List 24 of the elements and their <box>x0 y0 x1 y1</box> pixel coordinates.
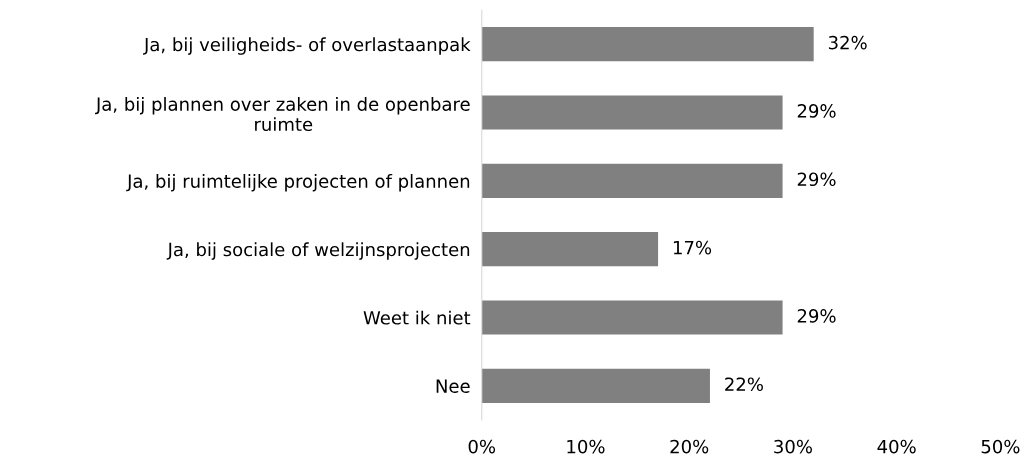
bar <box>481 95 783 130</box>
y-tick-label: Weet ik niet <box>363 310 471 325</box>
bar <box>481 368 710 403</box>
x-tick-label: 30% <box>774 439 813 454</box>
x-tick-label: 0% <box>468 439 496 454</box>
x-tick-label: 10% <box>567 439 605 454</box>
data-label: 29% <box>797 172 836 187</box>
bar <box>481 27 814 62</box>
bar <box>481 300 783 335</box>
data-label: 17% <box>673 240 712 255</box>
data-label: 32% <box>828 35 867 50</box>
y-tick-label: Ja, bij veiligheids- of overlastaanpak <box>143 37 471 55</box>
x-tick-label: 40% <box>877 439 916 454</box>
y-tick-label: Ja, bij sociale of welzijnsprojecten <box>166 242 470 260</box>
bar <box>481 232 659 267</box>
data-label: 29% <box>797 309 836 323</box>
y-tick-label: Ja, bij ruimtelijke projecten of plannen <box>126 173 470 192</box>
x-tick-label: 20% <box>670 439 709 454</box>
data-label: 22% <box>725 377 763 392</box>
data-label: 29% <box>797 104 836 118</box>
y-tick-label: Nee <box>436 379 470 393</box>
x-tick-label: 50% <box>981 439 1020 454</box>
bar <box>481 163 783 198</box>
y-tick-label: Ja, bij plannen over zaken in de openbare ruimte <box>95 96 470 132</box>
